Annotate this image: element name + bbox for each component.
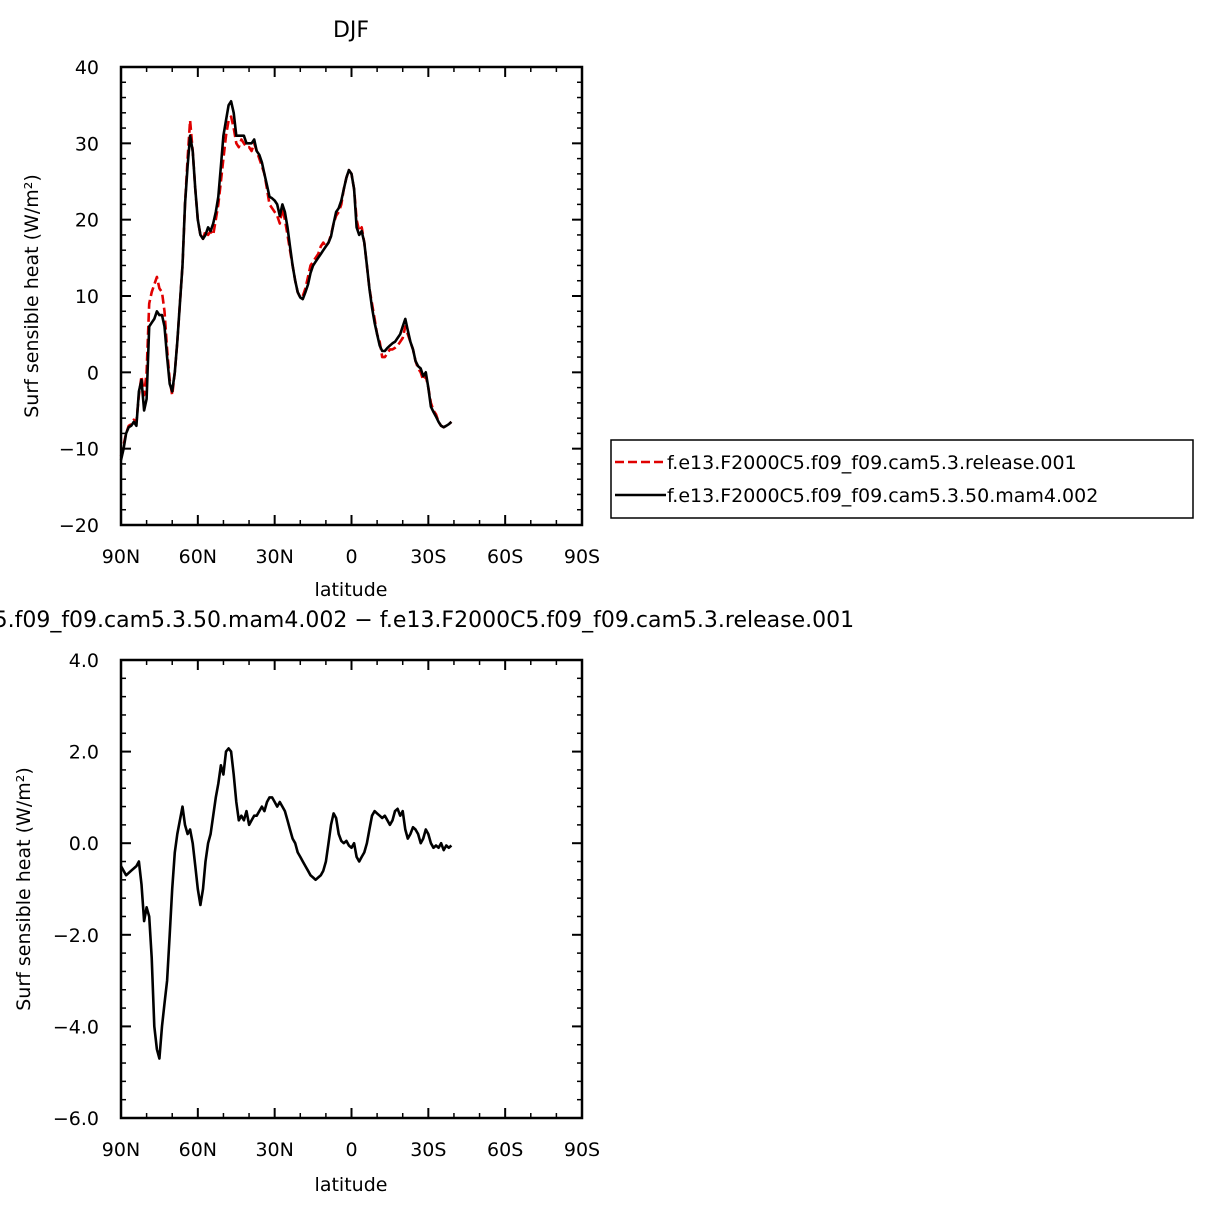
- legend-box: [610, 439, 1194, 519]
- bottom-x-tick-label: 60S: [487, 1139, 523, 1161]
- legend-label-release: f.e13.F2000C5.f09_f09.cam5.3.release.001: [667, 452, 1077, 474]
- top-plot-area: 90N 60N 30N 0 30S 60S 90S 40 30 20 10 0 −10 −20: [59, 57, 600, 568]
- top-x-tick-label: 90S: [564, 546, 600, 568]
- top-x-tick-label: 90N: [102, 546, 140, 568]
- bottom-x-tick-label: 30S: [410, 1139, 446, 1161]
- bottom-plot-area: 90N 60N 30N 0 30S 60S 90S 4.0 2.0 0.0 −2.0 −4.0 −6.0: [53, 650, 600, 1161]
- bottom-plot-frame: [119, 658, 584, 1120]
- bottom-x-tick-label: 0: [345, 1139, 357, 1161]
- bottom-x-tick-label: 90N: [102, 1139, 140, 1161]
- top-x-tick-label: 60N: [179, 546, 217, 568]
- bottom-x-tick-label: 30N: [255, 1139, 293, 1161]
- legend: f.e13.F2000C5.f09_f09.cam5.3.release.001…: [610, 439, 1194, 519]
- top-x-axis-title: latitude: [315, 579, 388, 601]
- top-y-tick-label: −10: [59, 439, 99, 461]
- top-x-tick-label: 0: [345, 546, 357, 568]
- bottom-x-tick-label: 90S: [564, 1139, 600, 1161]
- top-series-line-0: [119, 115, 453, 457]
- top-y-tick-label: 0: [87, 362, 99, 384]
- top-chart: DJF 90N 60N 30N 0 30S 60S 90S 40 30 20 10 0 −10 −20 l…: [21, 18, 1194, 601]
- top-y-tick-label: 30: [75, 133, 99, 155]
- legend-label-mam4: f.e13.F2000C5.f09_f09.cam5.3.50.mam4.002: [667, 485, 1098, 507]
- bottom-y-axis-title: Surf sensible heat (W/m²): [13, 767, 35, 1011]
- top-y-tick-label: 10: [75, 286, 99, 308]
- top-y-tick-label: 20: [75, 210, 99, 232]
- top-x-tick-label: 60S: [487, 546, 523, 568]
- top-series-line-1: [119, 100, 453, 461]
- bottom-y-tick-label: 2.0: [69, 742, 99, 764]
- bottom-y-tick-label: 4.0: [69, 650, 99, 672]
- top-x-tick-label: 30S: [410, 546, 446, 568]
- top-y-tick-label: 40: [75, 57, 99, 79]
- bottom-chart: f.e13.F2000C5.f09_f09.cam5.3.50.mam4.002…: [0, 608, 854, 1196]
- bottom-x-tick-label: 60N: [179, 1139, 217, 1161]
- top-y-axis-title: Surf sensible heat (W/m²): [21, 174, 43, 418]
- bottom-y-tick-label: −2.0: [53, 925, 99, 947]
- bottom-y-tick-label: 0.0: [69, 833, 99, 855]
- bottom-y-tick-label: −6.0: [53, 1108, 99, 1130]
- bottom-series-line-0: [119, 747, 453, 1060]
- top-x-tick-label: 30N: [255, 546, 293, 568]
- top-y-tick-label: −20: [59, 515, 99, 537]
- bottom-chart-title: f.e13.F2000C5.f09_f09.cam5.3.50.mam4.002…: [0, 608, 854, 633]
- bottom-x-axis-title: latitude: [315, 1174, 388, 1196]
- top-chart-title: DJF: [333, 18, 369, 43]
- bottom-y-tick-label: −4.0: [53, 1016, 99, 1038]
